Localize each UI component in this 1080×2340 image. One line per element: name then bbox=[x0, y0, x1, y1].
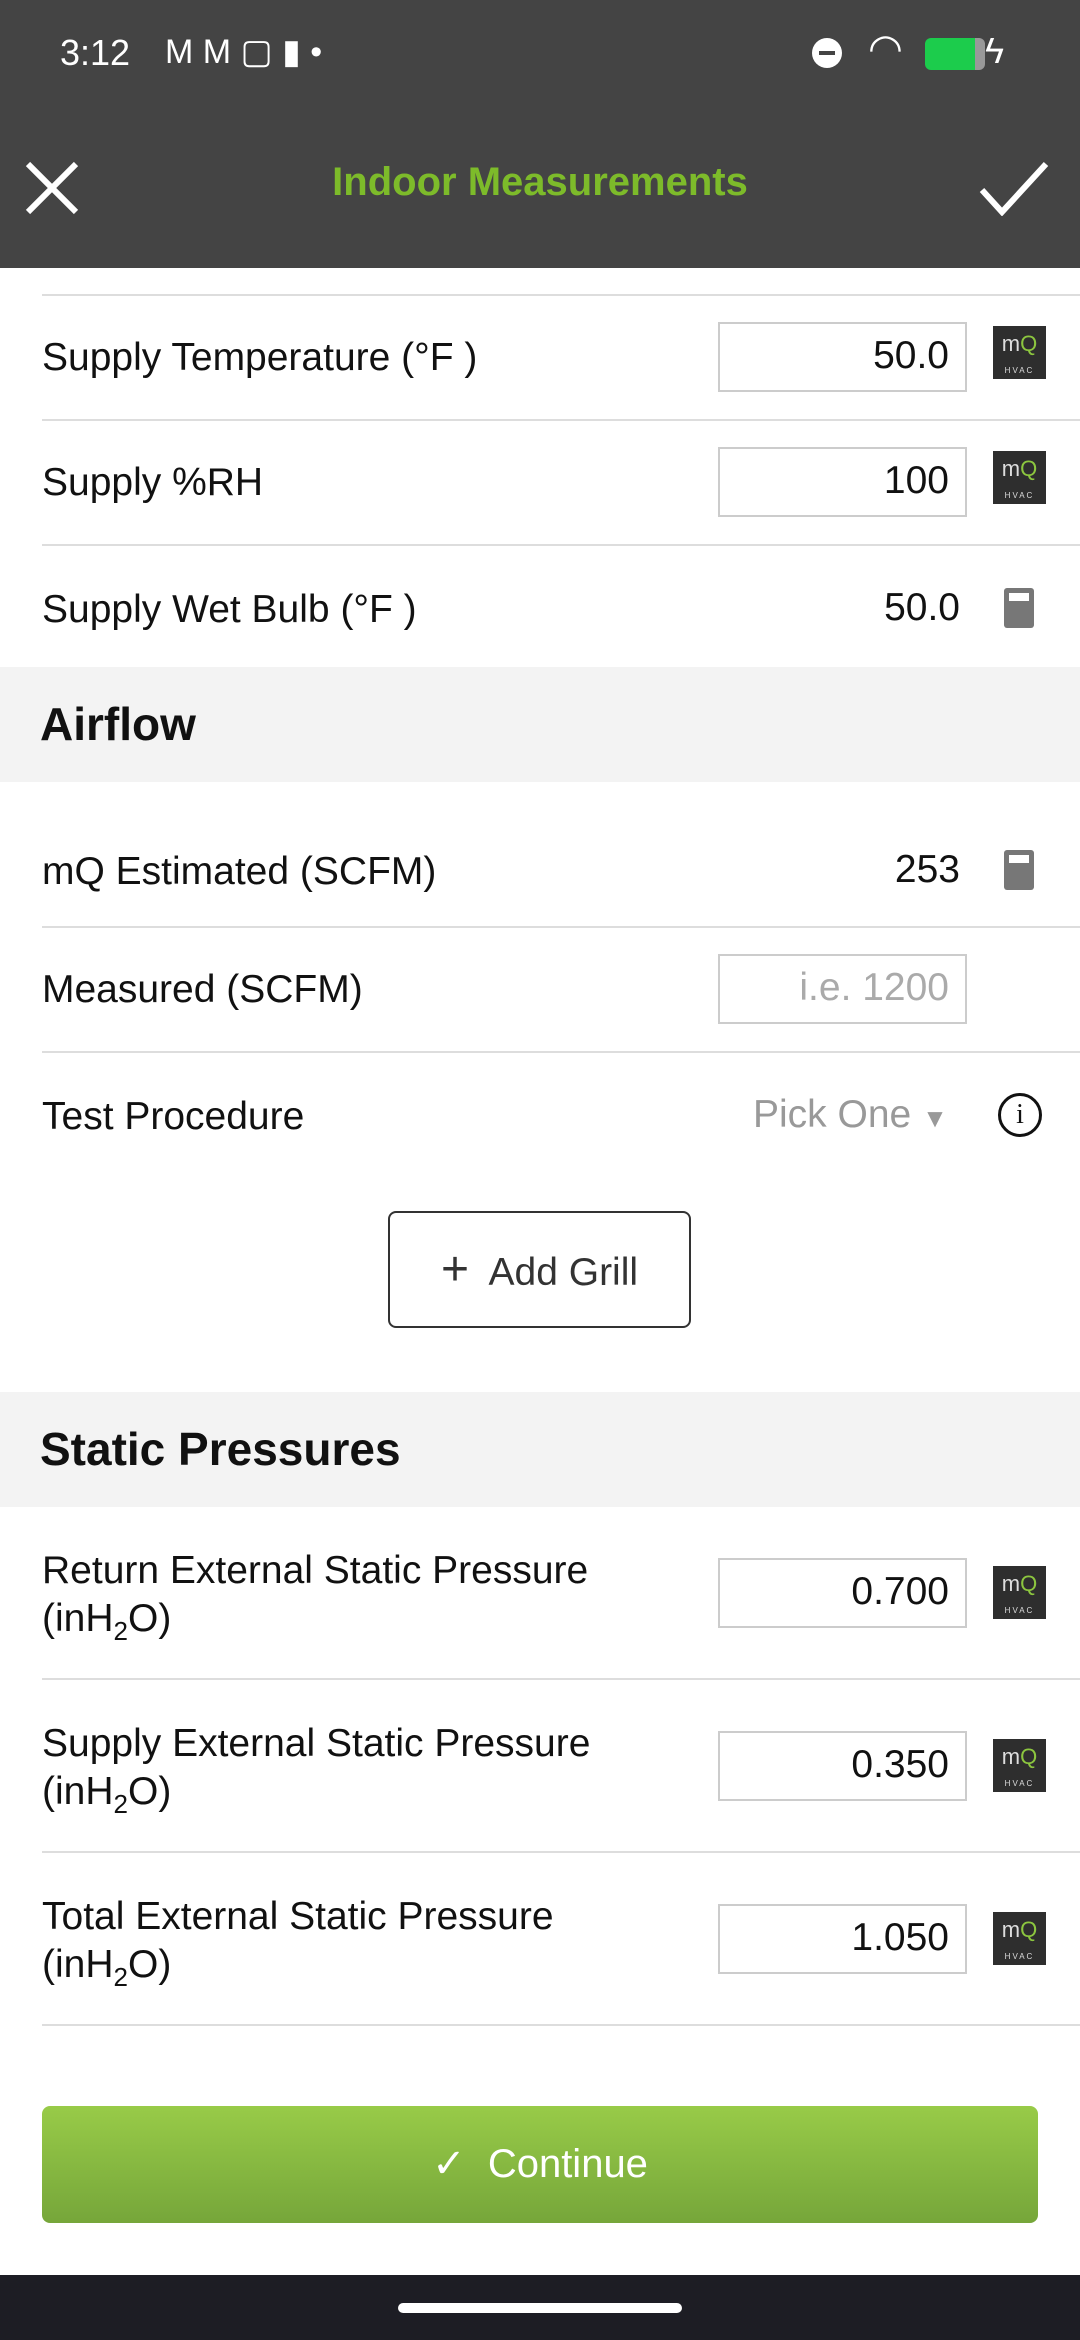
static-pressures-header: Static Pressures bbox=[0, 1392, 1080, 1507]
notification-icons: M M ▢ ▮ • bbox=[165, 33, 323, 71]
battery-icon bbox=[925, 38, 985, 70]
plus-icon: + bbox=[440, 1243, 469, 1296]
supply-temperature-input[interactable]: 50.0 bbox=[718, 322, 967, 392]
supply-wet-bulb-row: Supply Wet Bulb (°F ) 50.0 bbox=[42, 546, 1080, 667]
dropdown-arrow-icon: ▼ bbox=[922, 1103, 948, 1133]
field-label: mQ Estimated (SCFM) bbox=[42, 850, 437, 893]
add-grill-button[interactable]: + Add Grill bbox=[388, 1211, 691, 1328]
total-static-row: Total External Static Pressure (inH2O) 1.… bbox=[42, 1853, 1080, 2026]
field-label: Supply %RH bbox=[42, 461, 264, 504]
close-icon[interactable] bbox=[24, 160, 80, 216]
mq-estimated-value: 253 bbox=[894, 848, 960, 891]
field-label: Measured (SCFM) bbox=[42, 968, 363, 1011]
select-value: Pick One bbox=[753, 1093, 912, 1136]
dnd-icon bbox=[812, 38, 842, 68]
supply-static-input[interactable]: 0.350 bbox=[718, 1731, 967, 1801]
mq-hvac-icon[interactable]: mQ HVAC bbox=[993, 326, 1046, 379]
mq-hvac-icon[interactable]: mQ HVAC bbox=[993, 1739, 1046, 1792]
button-label: Add Grill bbox=[488, 1251, 639, 1294]
supply-temperature-row: Supply Temperature (°F ) 50.0 mQ HVAC bbox=[42, 296, 1080, 421]
page-title: Indoor Measurements bbox=[332, 160, 748, 204]
info-icon[interactable]: i bbox=[998, 1093, 1042, 1137]
wifi-icon: ◠ bbox=[868, 27, 903, 71]
test-procedure-row: Test Procedure Pick One ▼ i bbox=[42, 1053, 1080, 1178]
measured-input[interactable]: i.e. 1200 bbox=[718, 954, 967, 1024]
calculator-icon[interactable] bbox=[1004, 588, 1034, 628]
supply-rh-row: Supply %RH 100 mQ HVAC bbox=[42, 421, 1080, 546]
field-label: Test Procedure bbox=[42, 1095, 305, 1138]
check-icon: ✓ bbox=[432, 2142, 466, 2186]
field-label: Supply Wet Bulb (°F ) bbox=[42, 588, 417, 631]
total-static-input[interactable]: 1.050 bbox=[718, 1904, 967, 1974]
return-static-input[interactable]: 0.700 bbox=[718, 1558, 967, 1628]
check-icon[interactable] bbox=[978, 160, 1050, 216]
home-handle[interactable] bbox=[398, 2303, 682, 2313]
divider bbox=[42, 268, 1080, 296]
supply-wet-bulb-value: 50.0 bbox=[884, 586, 960, 629]
measured-row: Measured (SCFM) i.e. 1200 bbox=[42, 928, 1080, 1053]
navigation-bar bbox=[0, 2275, 1080, 2340]
field-label: Supply Temperature (°F ) bbox=[42, 336, 478, 379]
field-label: Total External Static Pressure (inH2O) bbox=[42, 1895, 554, 1992]
mq-hvac-icon[interactable]: mQ HVAC bbox=[993, 451, 1046, 504]
charging-icon: ϟ bbox=[985, 30, 1005, 71]
mq-hvac-icon[interactable]: mQ HVAC bbox=[993, 1566, 1046, 1619]
calculator-icon[interactable] bbox=[1004, 850, 1034, 890]
app-bar: 3:12 M M ▢ ▮ • ◠ ϟ Indoor Measurements bbox=[0, 0, 1080, 268]
supply-static-row: Supply External Static Pressure (inH2O) 0… bbox=[42, 1680, 1080, 1853]
field-label: Return External Static Pressure (inH2O) bbox=[42, 1549, 589, 1646]
field-label: Supply External Static Pressure (inH2O) bbox=[42, 1722, 591, 1819]
mq-estimated-row: mQ Estimated (SCFM) 253 bbox=[42, 782, 1080, 928]
mq-hvac-icon[interactable]: mQ HVAC bbox=[993, 1912, 1046, 1965]
supply-rh-input[interactable]: 100 bbox=[718, 447, 967, 517]
status-time: 3:12 bbox=[60, 32, 131, 73]
test-procedure-select[interactable]: Pick One ▼ bbox=[753, 1093, 948, 1137]
airflow-header: Airflow bbox=[0, 667, 1080, 782]
return-static-row: Return External Static Pressure (inH2O) 0… bbox=[42, 1507, 1080, 1680]
continue-button[interactable]: ✓ Continue bbox=[42, 2106, 1038, 2223]
button-label: Continue bbox=[487, 2142, 648, 2186]
